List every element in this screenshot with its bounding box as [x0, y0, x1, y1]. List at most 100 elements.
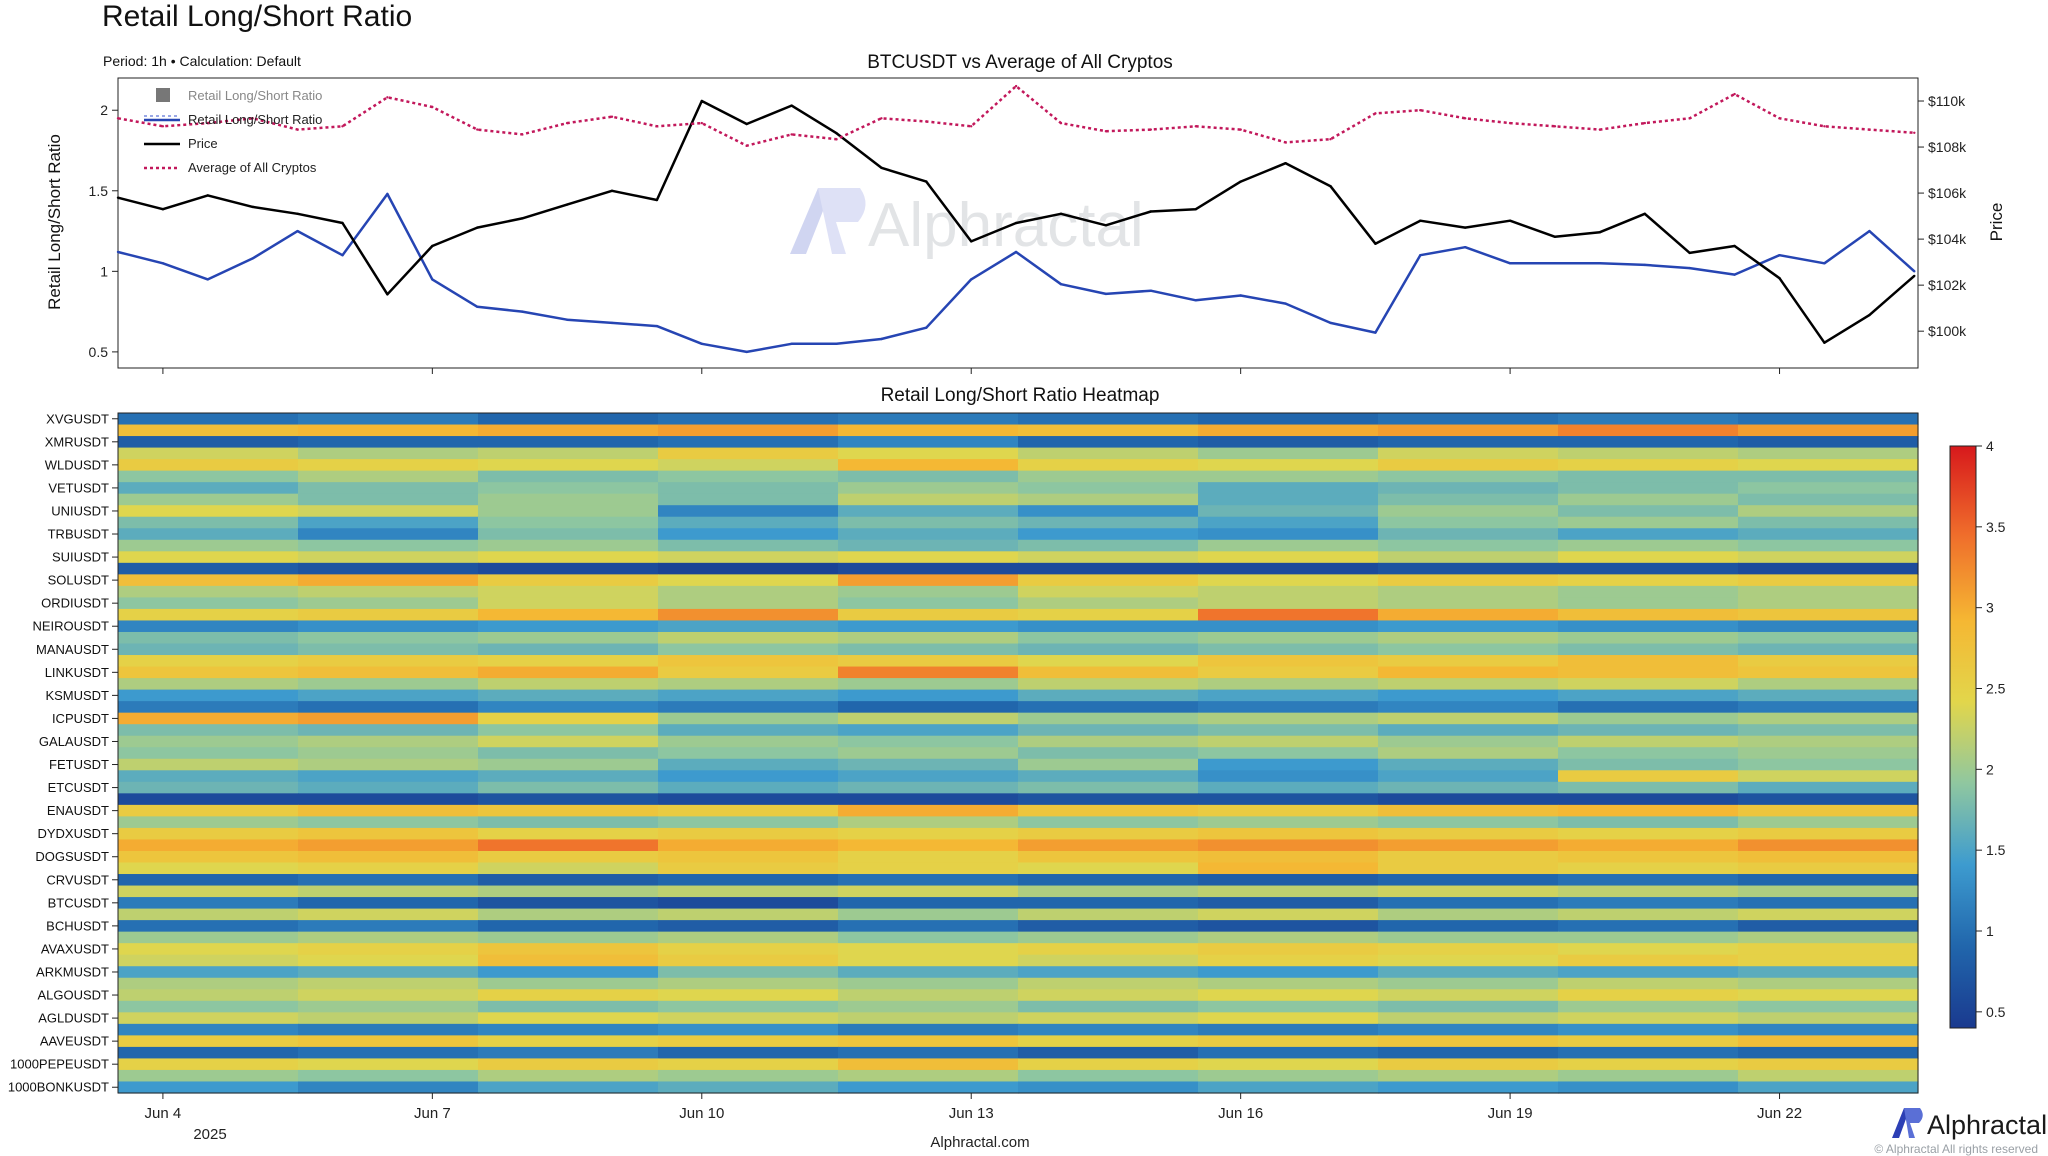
series-line-price-point [745, 122, 748, 126]
heatmap-cell [1738, 447, 1919, 460]
series-line-ratio-point [880, 337, 883, 341]
heatmap-cell [298, 539, 479, 552]
page-title: Retail Long/Short Ratio [102, 0, 413, 33]
heatmap-cell [658, 827, 839, 841]
heatmap-cell [478, 989, 659, 1002]
heatmap-cell [1198, 908, 1379, 921]
heatmap-cell [1378, 747, 1559, 760]
heatmap-cell [118, 413, 299, 426]
series-line-price-point [790, 104, 793, 107]
series-line-price-point [655, 198, 659, 202]
heatmap-cell [1018, 908, 1199, 921]
heatmap-cell [1378, 908, 1559, 921]
heatmap-cell [298, 781, 479, 794]
heatmap-x-tick-label: Jun 22 [1757, 1105, 1802, 1122]
heatmap-cell [118, 1069, 299, 1083]
series-line-price-point [1284, 162, 1287, 165]
series-line-ratio-point [970, 278, 973, 281]
heatmap-cell [838, 827, 1019, 841]
heatmap-cell [478, 885, 659, 898]
heatmap-cell [298, 597, 479, 610]
heatmap-cell [478, 908, 659, 921]
heatmap-cell [1558, 1081, 1739, 1094]
heatmap-cell [298, 1081, 479, 1094]
heatmap-cell [1558, 505, 1739, 518]
heatmap-cell [298, 678, 479, 691]
heatmap-cell [1198, 804, 1379, 817]
heatmap-cell [298, 701, 479, 714]
heatmap-cell [1738, 528, 1919, 541]
heatmap-cell [1198, 1046, 1379, 1060]
heatmap-cell [1558, 608, 1739, 622]
heatmap-cell [1018, 597, 1199, 610]
heatmap-cell [1738, 1081, 1919, 1094]
heatmap-row-label: WLDUSDT [45, 457, 109, 472]
heatmap-row-label: ORDIUSDT [41, 596, 109, 611]
heatmap-row-label: VETUSDT [48, 480, 109, 495]
series-line-average-point [565, 121, 569, 125]
series-line-ratio-point [1419, 254, 1422, 257]
heatmap-cell [658, 643, 839, 656]
heatmap-cell [838, 424, 1019, 437]
heatmap-cell [658, 655, 839, 668]
series-line-average-point [1329, 138, 1332, 141]
heatmap-cell [1018, 724, 1199, 737]
heatmap-cell [838, 1012, 1019, 1025]
heatmap-cell [1558, 701, 1739, 714]
heatmap-cell [118, 459, 299, 472]
heatmap-cell [1558, 620, 1739, 633]
heatmap-cell [1378, 493, 1559, 506]
colorbar-tick-label: 1 [1986, 923, 1994, 939]
heatmap-cell [1378, 1046, 1559, 1060]
heatmap-cell [478, 1069, 659, 1083]
heatmap-cell [1738, 862, 1919, 875]
heatmap-cell [118, 551, 299, 564]
heatmap-cell [1378, 1069, 1559, 1083]
series-line-ratio-point [431, 278, 434, 281]
heatmap-cell [1198, 424, 1379, 437]
heatmap-cell [1018, 551, 1199, 564]
heatmap-cell [1198, 539, 1379, 552]
series-line-ratio-point [1014, 250, 1018, 254]
series-line-average-point [1643, 121, 1647, 125]
heatmap-cell [118, 747, 299, 760]
heatmap-cell [298, 758, 479, 771]
heatmap-cell [658, 493, 839, 506]
heatmap-cell [1558, 597, 1739, 610]
series-line-ratio-point [1598, 262, 1602, 265]
heatmap-grid [118, 413, 1919, 1094]
heatmap-cell [298, 816, 479, 829]
series-line-ratio-point [1464, 246, 1467, 249]
heatmap-cell [838, 643, 1019, 656]
heatmap-cell [838, 816, 1019, 829]
heatmap-cell [298, 1000, 479, 1013]
heatmap-cell [118, 620, 299, 633]
colorbar [1949, 445, 1977, 1029]
heatmap-cell [658, 712, 839, 725]
heatmap-cell [478, 701, 659, 714]
heatmap-cell [478, 770, 659, 783]
series-line-price-point [1598, 231, 1602, 234]
heatmap-cell [1558, 770, 1739, 783]
heatmap-cell [1018, 424, 1199, 437]
heatmap-cell [838, 850, 1019, 864]
heatmap-cell [118, 1058, 299, 1071]
heatmap-cell [1198, 1012, 1379, 1025]
series-line-ratio-point [1733, 273, 1736, 276]
heatmap-row-label: ENAUSDT [47, 803, 109, 818]
heatmap-cell [478, 528, 659, 541]
series-line-price-point [1149, 210, 1153, 213]
heatmap-cell [1018, 1058, 1199, 1071]
heatmap-cell [1378, 470, 1559, 483]
heatmap-cell [118, 608, 299, 622]
heatmap-cell [1738, 966, 1919, 979]
heatmap-row-label: SUIUSDT [52, 550, 109, 565]
heatmap-cell [478, 781, 659, 794]
series-line-average-point [1059, 121, 1063, 125]
heatmap-cell [658, 620, 839, 633]
heatmap-cell [1738, 1000, 1919, 1013]
heatmap-cell [1198, 897, 1379, 910]
series-line-average-point [1014, 84, 1018, 88]
heatmap-cell [478, 966, 659, 979]
heatmap-cell [1558, 931, 1739, 944]
